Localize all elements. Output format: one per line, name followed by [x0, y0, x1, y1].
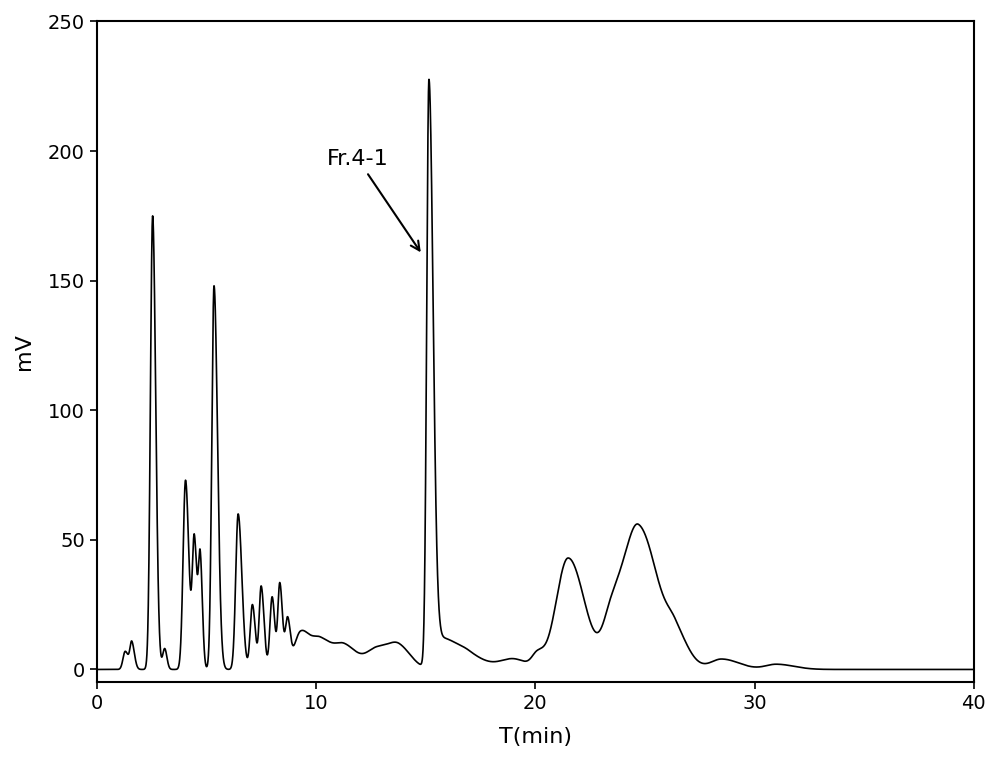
Y-axis label: mV: mV	[14, 333, 34, 371]
X-axis label: T(min): T(min)	[499, 727, 572, 747]
Text: Fr.4-1: Fr.4-1	[327, 149, 419, 250]
